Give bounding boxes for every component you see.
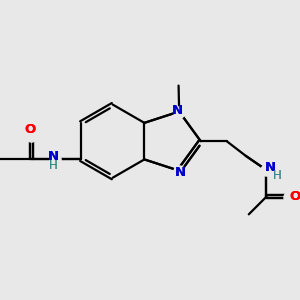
Text: O: O bbox=[24, 123, 36, 136]
Text: N: N bbox=[175, 166, 186, 179]
Text: O: O bbox=[290, 190, 300, 203]
Text: N: N bbox=[265, 161, 276, 174]
Text: N: N bbox=[175, 166, 186, 179]
Text: N: N bbox=[48, 150, 59, 163]
Text: N: N bbox=[265, 161, 276, 174]
Text: H: H bbox=[49, 159, 58, 172]
Text: O: O bbox=[24, 123, 36, 136]
Text: H: H bbox=[49, 159, 58, 172]
Text: O: O bbox=[290, 190, 300, 203]
Text: N: N bbox=[172, 104, 183, 117]
Text: N: N bbox=[172, 104, 183, 117]
Text: N: N bbox=[48, 150, 59, 163]
Text: H: H bbox=[273, 169, 282, 182]
Text: H: H bbox=[273, 169, 282, 182]
